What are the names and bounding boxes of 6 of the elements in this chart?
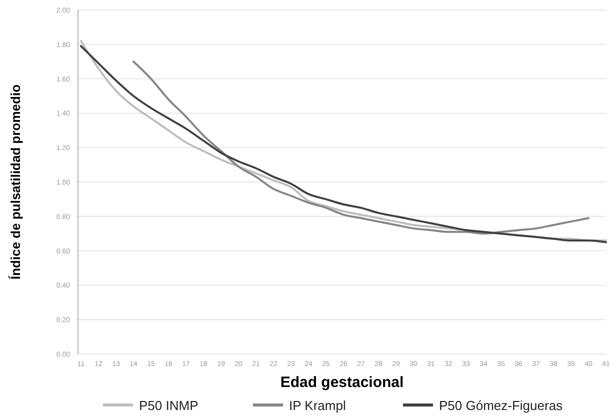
x-axis-title: Edad gestacional [280, 374, 404, 391]
y-axis-title: Índice de pulsatilidad promedio [8, 84, 23, 280]
line-series [132, 60, 590, 235]
legend-label: P50 Gómez-Figueras [439, 398, 564, 413]
legend-label: IP Krampl [289, 398, 346, 413]
legend-label: P50 INMP [139, 398, 198, 413]
